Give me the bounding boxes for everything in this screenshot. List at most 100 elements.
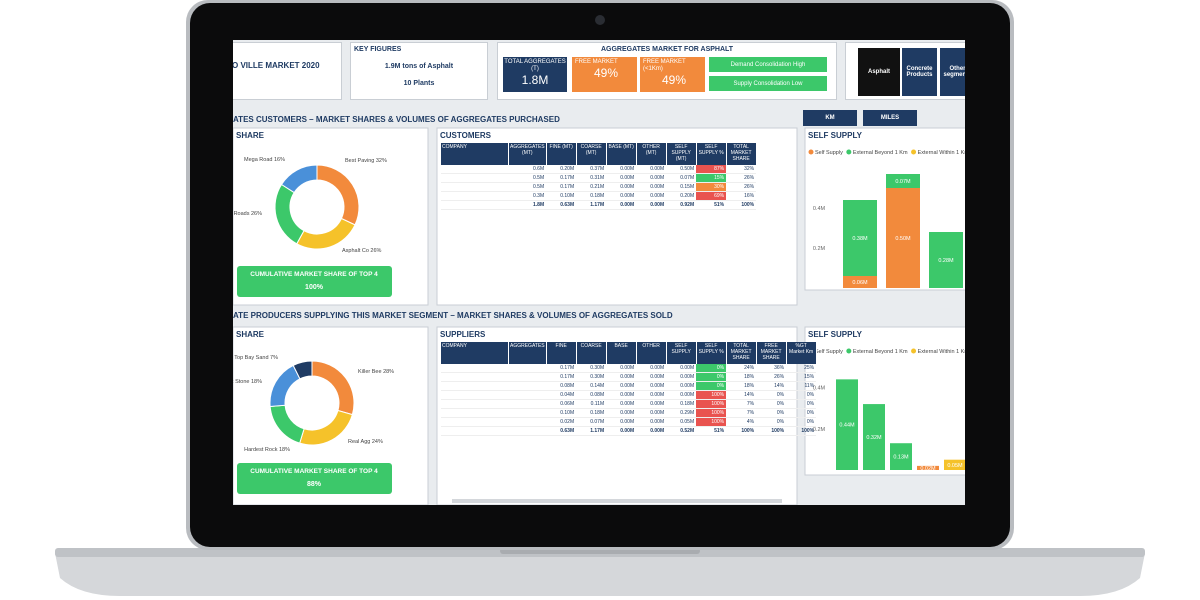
table-cell: 4%: [726, 417, 757, 427]
bar-value-label: 0.28M: [938, 258, 954, 264]
table-cell: 16%: [726, 191, 757, 201]
segment-button[interactable]: Asphalt: [858, 48, 900, 96]
table-cell: [508, 372, 547, 382]
table-cell: 0.00M: [636, 182, 667, 192]
cumulative-box: [237, 463, 392, 494]
panel: [233, 326, 429, 505]
bar-segment: [863, 404, 885, 470]
table-row: 0.10M 0.18M 0.00M 0.00M 0.29M 100% 7% 0% 0%: [441, 408, 817, 418]
table-cell: 0.07M: [666, 173, 697, 183]
data-table: COMPANY AGGREGATES FINE COARSE BASE OTHER SELF…: [441, 342, 817, 436]
column-header: SELF SUPPLY (MT): [666, 143, 697, 165]
bar-segment: [843, 200, 877, 276]
column-header: FINE (MT): [546, 143, 577, 165]
table-cell: 100%: [696, 417, 727, 427]
table-cell: 11%: [786, 381, 817, 391]
table-cell: [441, 426, 509, 436]
table-cell: 0.3M: [508, 191, 547, 201]
table-cell: 0.00M: [636, 426, 667, 436]
table-cell: 32%: [726, 165, 757, 174]
legend-swatch: [808, 149, 814, 155]
data-table: COMPANY AGGREGATES (MT) FINE (MT) COARSE (M…: [441, 143, 757, 210]
table-cell: 0%: [786, 390, 817, 400]
table-cell: 100%: [696, 408, 727, 418]
table-row: 0.6M 0.20M 0.37M 0.00M 0.00M 0.50M 87% 32%: [441, 165, 757, 174]
table-cell: 0%: [756, 408, 787, 418]
legend-swatch: [846, 348, 852, 354]
table-cell: 0.21M: [576, 182, 607, 192]
table-cell: 0.00M: [606, 381, 637, 391]
table-row: 0.08M 0.14M 0.00M 0.00M 0.00M 0% 18% 14% 11%: [441, 381, 817, 391]
column-header: COMPANY: [441, 342, 509, 364]
table-cell: 18%: [726, 372, 757, 382]
donut-slice: [280, 164, 318, 194]
table-cell: 100%: [726, 426, 757, 436]
section-heading: ATE PRODUCERS SUPPLYING THIS MARKET SEGM…: [233, 311, 673, 320]
segment-button[interactable]: Concrete Products: [902, 48, 937, 96]
legend-label: External Within 1 Km: [918, 150, 970, 156]
key-figure: 1.9M tons of Asphalt: [384, 63, 454, 70]
slice-label: Mega Road 16%: [244, 157, 285, 163]
table-cell: [508, 364, 547, 373]
legend-label: External Beyond 1 Km: [853, 349, 908, 355]
key-figure: 10 Plants: [403, 80, 435, 87]
table-cell: 0.00M: [606, 417, 637, 427]
title-box: [233, 42, 342, 100]
table-cell: 0.00M: [606, 182, 637, 192]
legend-label: Self Supply: [815, 349, 843, 355]
table-cell: 1.8M: [508, 200, 547, 210]
badge: Demand Consolidation High: [709, 57, 827, 72]
table-cell: 26%: [756, 372, 787, 382]
table-cell: 15%: [786, 372, 817, 382]
kpi-value: 49%: [661, 73, 687, 87]
bar-segment: [917, 465, 939, 470]
table-cell: 0.00M: [636, 390, 667, 400]
table-cell: [441, 390, 509, 400]
table-cell: 25%: [786, 364, 817, 373]
table-cell: 0%: [696, 364, 727, 373]
table-cell: 0.20M: [666, 191, 697, 201]
table-cell: 14%: [726, 390, 757, 400]
table-cell: 0.30M: [576, 364, 607, 373]
column-header: SELF SUPPLY: [666, 342, 697, 364]
donut-slice: [292, 360, 313, 380]
slice-label: Top Bay Sand 7%: [234, 355, 278, 361]
table-cell: [508, 399, 547, 409]
y-tick-label: 0.4M: [813, 206, 826, 212]
panel: [804, 127, 965, 291]
table-row: 0.04M 0.08M 0.00M 0.00M 0.00M 100% 14% 0% 0%: [441, 390, 817, 400]
panel-title: SUPPLIERS: [440, 330, 486, 339]
table-cell: 0.00M: [636, 417, 667, 427]
table-cell: 0.52M: [666, 426, 697, 436]
slice-label: Best Paving 32%: [345, 158, 387, 164]
table-cell: 0.00M: [666, 364, 697, 373]
kpi-value: 1.8M: [521, 73, 549, 87]
table-cell: 0.00M: [636, 381, 667, 391]
table-cell: 100%: [756, 426, 787, 436]
kpi-tile: FREE MARKET (<1Km) 49%: [640, 57, 705, 92]
table-cell: [441, 381, 509, 391]
bar-value-label: 0.32M: [866, 435, 882, 441]
column-header: FREE MARKET SHARE: [756, 342, 787, 364]
column-header: TOTAL MARKET SHARE: [726, 342, 757, 364]
table-cell: 0.31M: [576, 173, 607, 183]
segment-button[interactable]: Other segments: [940, 48, 965, 96]
y-tick-label: 0.2M: [813, 246, 826, 252]
column-header: COARSE (MT): [576, 143, 607, 165]
unit-button[interactable]: MILES: [863, 110, 917, 126]
unit-button[interactable]: KM: [803, 110, 857, 126]
panel-title: SELF SUPPLY: [808, 131, 863, 140]
donut-slice: [296, 217, 356, 250]
table-cell: [508, 381, 547, 391]
bar-value-label: 0.05M: [947, 463, 963, 469]
table-cell: 0.17M: [546, 364, 577, 373]
column-header: BASE (MT): [606, 143, 637, 165]
table-cell: 0%: [696, 381, 727, 391]
table-cell: 0.50M: [666, 165, 697, 174]
badge: Supply Consolidation Low: [709, 76, 827, 91]
legend-swatch: [911, 348, 917, 354]
camera: [595, 15, 605, 25]
table-cell: [508, 417, 547, 427]
panel: [804, 326, 965, 476]
cumulative-label: CUMULATIVE MARKET SHARE OF TOP 4: [250, 271, 378, 278]
